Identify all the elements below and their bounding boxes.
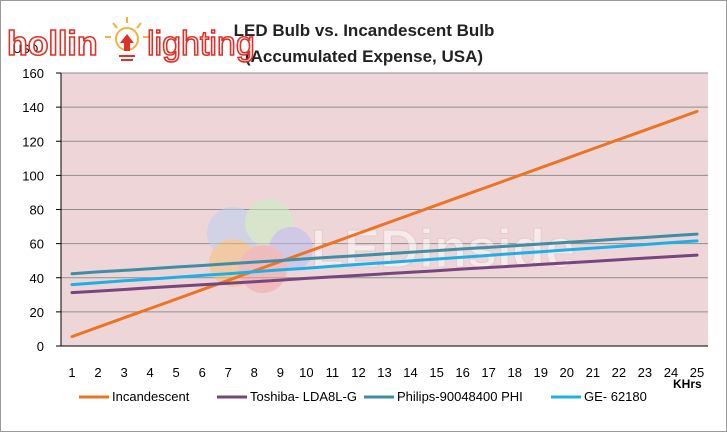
x-tick-label: 2 [94, 365, 101, 380]
series-lines [70, 109, 699, 339]
x-tick-label: 9 [277, 365, 284, 380]
series-line-incandescent [70, 109, 699, 339]
series-line-ge [70, 239, 699, 287]
x-axis-unit: KHrs [673, 377, 702, 391]
x-tick-label: 3 [120, 365, 127, 380]
x-tick-labels: 1 2 3 4 5 6 7 8 9 10 11 12 13 14 15 16 17 18 19 20 21 22 23 24 2… [68, 365, 704, 380]
x-tick-label: 14 [403, 365, 417, 380]
y-tick-label: 100 [22, 168, 44, 183]
x-tick-label: 4 [147, 365, 154, 380]
series-line-toshiba [70, 253, 699, 295]
hollin-lighting-logo: hollin lighting [6, 17, 256, 64]
y-tick-label: 80 [30, 203, 44, 218]
x-tick-label: 16 [455, 365, 469, 380]
y-tick-label: 160 [22, 66, 44, 81]
x-tick-label: 17 [481, 365, 495, 380]
legend-label-toshiba: Toshiba- LDA8L-G [250, 389, 357, 404]
chart-title-line-2: (Accumulated Expense, USA) [245, 47, 483, 66]
x-tick-label: 12 [351, 365, 365, 380]
chart-title-line-1: LED Bulb vs. Incandescent Bulb [234, 21, 495, 40]
x-tick-label: 25 [690, 365, 704, 380]
logo-word-hollin: hollin [7, 25, 98, 63]
x-tick-label: 24 [664, 365, 678, 380]
y-tick-labels: 0 20 40 60 80 100 120 140 160 [22, 66, 44, 354]
x-tick-label: 20 [560, 365, 574, 380]
x-tick-label: 15 [429, 365, 443, 380]
x-tick-label: 19 [534, 365, 548, 380]
x-tick-label: 21 [586, 365, 600, 380]
legend-label-incandescent: Incandescent [112, 389, 190, 404]
y-tick-label: 120 [22, 134, 44, 149]
x-tick-label: 1 [68, 365, 75, 380]
x-tick-label: 7 [225, 365, 232, 380]
y-tick-label: 60 [30, 237, 44, 252]
legend-label-philips: Philips-90048400 PHI [397, 389, 523, 404]
y-axis-unit: USD [13, 42, 39, 56]
x-tick-label: 11 [326, 365, 340, 380]
series-line-philips [70, 232, 699, 276]
y-tick-label: 40 [30, 271, 44, 286]
x-tick-label: 10 [299, 365, 313, 380]
x-tick-label: 13 [377, 365, 391, 380]
x-tick-label: 8 [251, 365, 258, 380]
x-tick-label: 22 [612, 365, 626, 380]
y-tick-label: 0 [37, 339, 44, 354]
legend-label-ge: GE- 62180 [584, 389, 647, 404]
logo-sun-icon [105, 17, 149, 61]
y-tick-label: 20 [30, 305, 44, 320]
x-tick-label: 23 [638, 365, 652, 380]
logo-word-lighting: lighting [147, 25, 255, 63]
x-tick-label: 6 [199, 365, 206, 380]
x-tick-label: 18 [507, 365, 521, 380]
legend: Incandescent Toshiba- LDA8L-G Philips-9004… [79, 389, 647, 404]
y-tick-label: 140 [22, 100, 44, 115]
x-tick-label: 5 [173, 365, 180, 380]
